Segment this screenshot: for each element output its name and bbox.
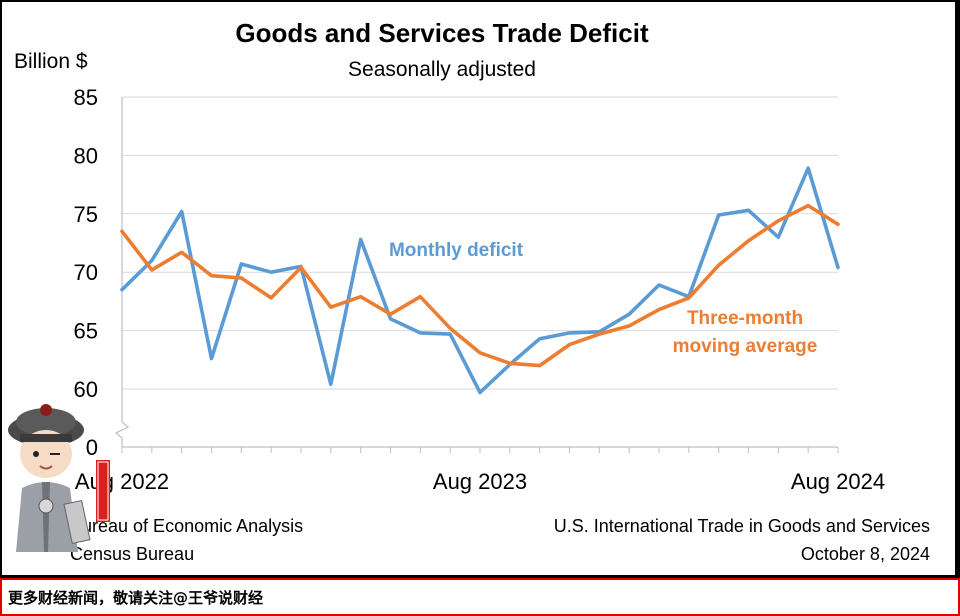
monthly-deficit-line [120, 166, 840, 395]
y-tick-label: 0 [86, 435, 98, 460]
moving-average-label: Three-month [687, 308, 803, 329]
y-tick-label: 70 [74, 260, 98, 285]
chart-title: Goods and Services Trade Deficit [235, 18, 649, 48]
y-tick-label: 65 [74, 319, 98, 344]
mascot-watermark-icon [8, 404, 110, 552]
chart-subtitle: Seasonally adjusted [348, 58, 536, 81]
x-tick-label: Aug 2023 [433, 469, 527, 494]
source-line-2: Census Bureau [70, 544, 195, 564]
y-axis-break [114, 421, 130, 447]
x-tick-label: Aug 2022 [75, 469, 169, 494]
source-line-1: Bureau of Economic Analysis [70, 516, 304, 536]
chart-panel: Goods and Services Trade Deficit Seasona… [2, 2, 955, 575]
trade-deficit-line-chart: 85 80 75 70 65 60 0 Aug 2022 Aug 2023 Aug 2024 Mon… [74, 85, 886, 494]
y-tick-label: 60 [74, 377, 98, 402]
footer-text: 更多财经新闻，敬请关注@王爷说财经 [8, 589, 264, 607]
release-date: October 8, 2024 [800, 544, 930, 564]
moving-average-label: moving average [673, 336, 818, 357]
footer-banner: 更多财经新闻，敬请关注@王爷说财经 [0, 578, 960, 616]
y-tick-label: 85 [74, 85, 98, 110]
monthly-deficit-label: Monthly deficit [389, 240, 524, 261]
y-tick-label: 80 [74, 143, 98, 168]
y-axis-label: Billion $ [14, 50, 88, 73]
release-title: U.S. International Trade in Goods and Se… [553, 516, 930, 536]
y-tick-label: 75 [74, 202, 98, 227]
x-tick-label: Aug 2024 [791, 469, 885, 494]
